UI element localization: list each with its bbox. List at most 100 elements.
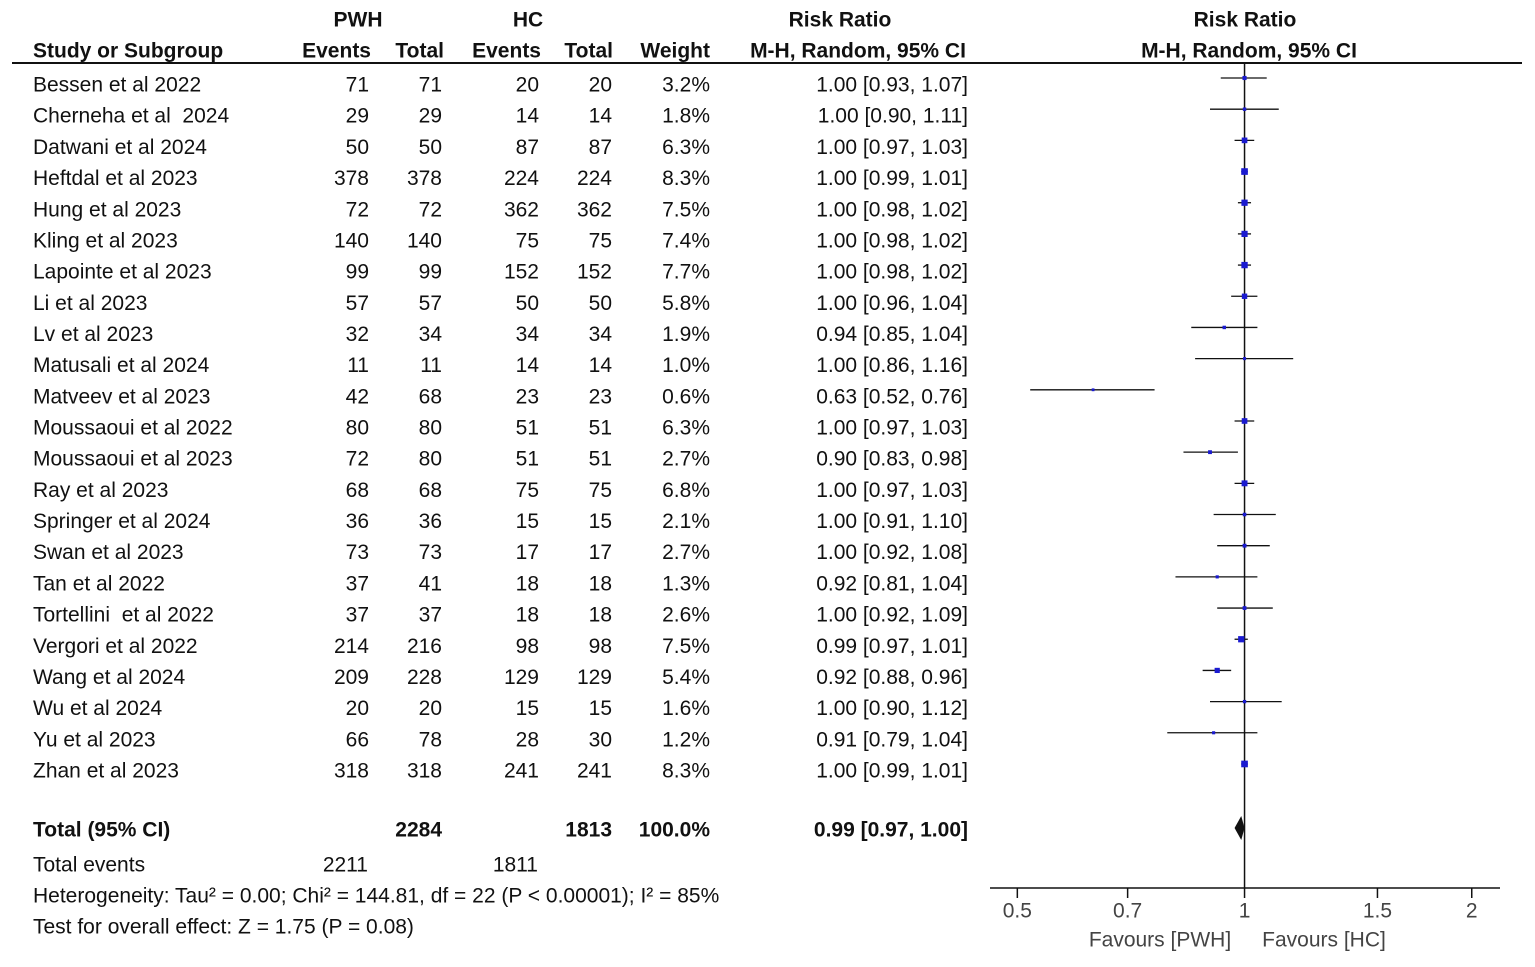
table-cell: 1.0%: [662, 354, 710, 377]
table-cell: 98: [589, 635, 612, 658]
table-cell: 7.4%: [662, 229, 710, 252]
table-cell: 378: [407, 167, 442, 190]
table-cell: 20: [516, 74, 539, 97]
table-cell: 1.00 [0.98, 1.02]: [816, 261, 968, 284]
table-cell: 152: [504, 261, 539, 284]
table-cell: 0.99 [0.97, 1.01]: [816, 635, 968, 658]
study-name: Wang et al 2024: [33, 666, 185, 689]
table-cell: 17: [589, 541, 612, 564]
table-cell: 18: [589, 572, 612, 595]
table-cell: 51: [516, 448, 539, 471]
table-cell: 42: [346, 385, 369, 408]
study-estimate: [1091, 388, 1095, 392]
study-estimate: [1241, 261, 1248, 269]
table-cell: 36: [419, 510, 442, 533]
table-cell: 8.3%: [662, 167, 710, 190]
table-cell: 68: [419, 479, 442, 502]
table-cell: 18: [589, 604, 612, 627]
table-cell: 50: [516, 292, 539, 315]
study-estimate: [1242, 107, 1247, 111]
study-name: Cherneha et al 2024: [33, 105, 229, 128]
table-cell: 6.8%: [662, 479, 710, 502]
study-name: Datwani et al 2024: [33, 136, 207, 159]
study-name: Tan et al 2022: [33, 572, 165, 595]
table-cell: 68: [419, 385, 442, 408]
table-cell: 0.92 [0.88, 0.96]: [816, 666, 968, 689]
table-cell: 1.00 [0.90, 1.12]: [816, 697, 968, 720]
table-cell: 30: [589, 728, 612, 751]
table-cell: 51: [516, 417, 539, 440]
column-header: M-H, Random, 95% CI: [750, 40, 966, 63]
table-cell: 224: [577, 167, 612, 190]
table-cell: 6.3%: [662, 136, 710, 159]
table-cell: 1.00 [0.92, 1.09]: [816, 604, 968, 627]
table-cell: 362: [577, 198, 612, 221]
study-name: Zhan et al 2023: [33, 760, 179, 783]
table-cell: 68: [346, 479, 369, 502]
x-tick-label: 1: [1239, 900, 1251, 923]
study-name: Vergori et al 2022: [33, 635, 198, 658]
table-cell: 5.4%: [662, 666, 710, 689]
study-estimate: [1212, 731, 1216, 735]
column-header: Study or Subgroup: [33, 40, 223, 63]
table-cell: 318: [334, 760, 369, 783]
table-cell: 17: [516, 541, 539, 564]
column-header: Total: [395, 40, 444, 63]
table-cell: 1.2%: [662, 728, 710, 751]
table-cell: 1.00 [0.98, 1.02]: [816, 229, 968, 252]
pooled-diamond: [1234, 816, 1245, 840]
study-estimate: [1241, 760, 1248, 768]
column-header: Events: [302, 40, 371, 63]
table-cell: 78: [419, 728, 442, 751]
study-name: Kling et al 2023: [33, 229, 178, 252]
chart-title: Risk Ratio: [1194, 9, 1297, 32]
study-estimate: [1241, 230, 1248, 237]
table-cell: 72: [346, 448, 369, 471]
table-cell: 1.00 [0.99, 1.01]: [816, 167, 968, 190]
table-cell: 7.7%: [662, 261, 710, 284]
study-estimate: [1241, 168, 1248, 175]
study-estimate: [1242, 512, 1247, 517]
overall-effect: Test for overall effect: Z = 1.75 (P = 0…: [33, 916, 414, 939]
table-cell: 1.8%: [662, 105, 710, 128]
table-cell: 98: [516, 635, 539, 658]
study-estimate: [1243, 357, 1247, 361]
table-cell: 29: [419, 105, 442, 128]
x-tick-label: 2: [1466, 900, 1478, 923]
study-name: Lapointe et al 2023: [33, 261, 212, 284]
study-name: Li et al 2023: [33, 292, 147, 315]
table-cell: 32: [346, 323, 369, 346]
table-cell: 2.7%: [662, 448, 710, 471]
table-cell: 87: [516, 136, 539, 159]
table-cell: 75: [589, 479, 612, 502]
table-cell: 1.00 [0.98, 1.02]: [816, 198, 968, 221]
table-cell: 1.00 [0.92, 1.08]: [816, 541, 968, 564]
table-cell: 57: [419, 292, 442, 315]
study-estimate: [1242, 75, 1247, 81]
study-name: Moussaoui et al 2023: [33, 448, 233, 471]
table-cell: 15: [516, 697, 539, 720]
group-header: Risk Ratio: [789, 9, 892, 32]
table-cell: 1.6%: [662, 697, 710, 720]
study-estimate: [1241, 199, 1248, 206]
table-cell: 0.92 [0.81, 1.04]: [816, 572, 968, 595]
table-cell: 1.00 [0.90, 1.11]: [818, 105, 968, 128]
study-estimate: [1241, 418, 1248, 424]
table-cell: 0.90 [0.83, 0.98]: [816, 448, 968, 471]
table-cell: 36: [346, 510, 369, 533]
study-estimate: [1222, 325, 1226, 330]
column-header: Events: [472, 40, 541, 63]
table-cell: 80: [419, 448, 442, 471]
table-cell: 72: [419, 198, 442, 221]
table-cell: 28: [516, 728, 539, 751]
table-cell: 1.00 [0.97, 1.03]: [816, 479, 968, 502]
table-cell: 216: [407, 635, 442, 658]
table-cell: 18: [516, 572, 539, 595]
table-cell: 18: [516, 604, 539, 627]
table-cell: 37: [346, 604, 369, 627]
table-cell: 34: [589, 323, 613, 346]
study-estimate: [1242, 543, 1247, 548]
table-cell: 71: [346, 74, 369, 97]
table-cell: 15: [516, 510, 539, 533]
table-cell: 1.00 [0.97, 1.03]: [816, 136, 968, 159]
